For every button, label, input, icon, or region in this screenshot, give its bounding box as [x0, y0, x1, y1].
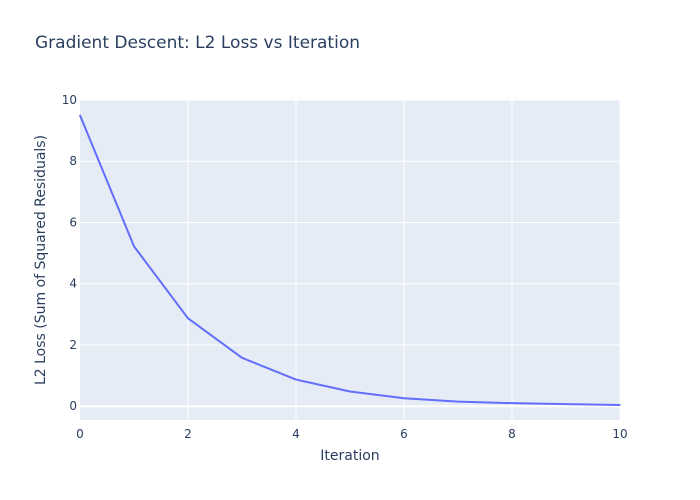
y-tick-label: 4	[69, 277, 77, 291]
y-tick-label: 2	[69, 338, 77, 352]
plot-area	[80, 100, 620, 420]
x-tick-label: 10	[612, 427, 627, 441]
data-point	[133, 245, 135, 248]
x-axis-title: Iteration	[320, 448, 379, 464]
x-tick-label: 8	[508, 427, 516, 441]
y-axis-title: L2 Loss (Sum of Squared Residuals)	[33, 135, 49, 385]
y-tick-label: 10	[62, 93, 77, 107]
data-point	[349, 390, 351, 393]
data-point	[295, 378, 297, 381]
x-tick-label: 0	[76, 427, 84, 441]
chart-title: Gradient Descent: L2 Loss vs Iteration	[35, 33, 360, 53]
grid-lines	[80, 99, 621, 420]
y-tick-labels: 0 2 4 6 8 10	[62, 93, 77, 413]
series-layer	[79, 114, 621, 406]
x-tick-labels: 0 2 4 6 8 10	[76, 427, 627, 441]
data-point	[619, 404, 621, 406]
data-point	[187, 317, 189, 320]
data-point	[79, 114, 81, 117]
y-tick-label: 0	[69, 399, 77, 413]
data-point	[241, 357, 243, 359]
y-tick-label: 6	[69, 215, 77, 229]
y-tick-label: 8	[69, 154, 77, 168]
x-tick-label: 6	[400, 427, 408, 441]
x-tick-label: 4	[292, 427, 300, 441]
x-tick-label: 2	[184, 427, 192, 441]
data-point	[457, 400, 459, 403]
data-point	[403, 397, 405, 400]
data-point	[565, 403, 567, 405]
data-point	[511, 402, 513, 404]
